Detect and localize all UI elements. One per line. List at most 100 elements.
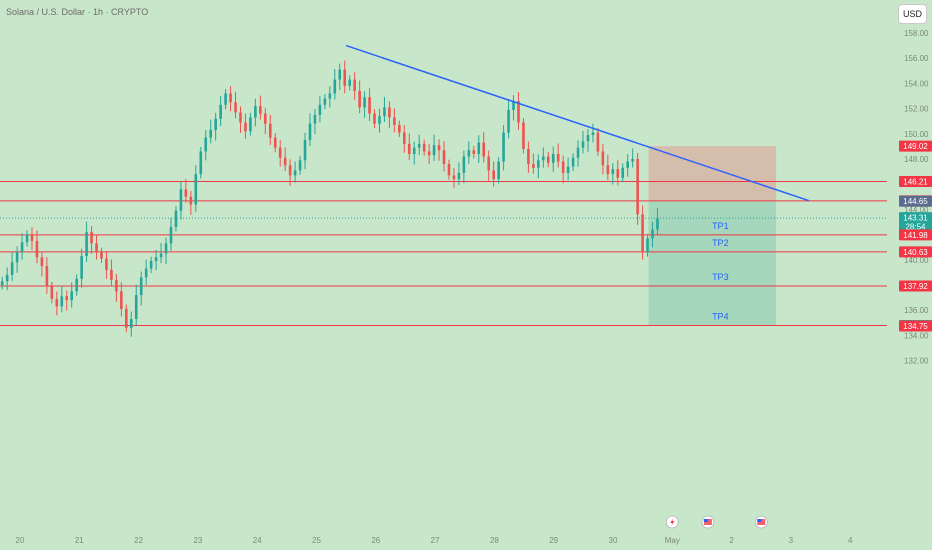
candle-body (209, 130, 213, 138)
x-tick-label: 30 (609, 536, 618, 545)
price-tag-label: 144.65 (903, 197, 928, 206)
candle-body (288, 165, 292, 176)
candle-body (343, 69, 347, 86)
candle-body (90, 232, 93, 244)
candle-body (283, 157, 287, 166)
candle-body (5, 274, 9, 282)
candle-body (373, 113, 376, 124)
candle-body (224, 93, 227, 105)
candle-body (110, 269, 113, 280)
x-tick-label: 2 (729, 536, 734, 545)
candle-body (154, 257, 158, 262)
flag-canton (757, 519, 762, 522)
candle-body (427, 151, 431, 156)
candle-body (512, 101, 515, 110)
candle-body (249, 117, 252, 132)
target-label: TP1 (712, 221, 729, 231)
y-tick-label: 144.00 (904, 205, 929, 214)
candle-body (179, 189, 183, 211)
candle-body (646, 238, 649, 253)
candle-body (442, 150, 446, 165)
candle-body (507, 109, 510, 133)
candle-body (308, 123, 312, 141)
candle-body (388, 107, 391, 118)
candle-body (50, 286, 54, 299)
candle-body (25, 234, 29, 243)
candle-body (194, 174, 198, 205)
stop-loss-zone (648, 146, 777, 202)
candle-body (189, 196, 193, 205)
x-tick-label: 26 (371, 536, 380, 545)
candle-body (115, 279, 118, 292)
candle-body (30, 234, 34, 241)
candle-body (105, 258, 108, 270)
candle-body (20, 242, 24, 253)
candle-body (522, 122, 525, 149)
candle-body (551, 153, 555, 163)
trendline (345, 44, 809, 202)
candle-body (129, 319, 133, 328)
candle-body (169, 227, 173, 244)
y-tick-label: 156.00 (904, 54, 929, 63)
price-tag-label: 143.31 (903, 214, 928, 223)
candle-body (537, 160, 540, 168)
candle-body (75, 278, 78, 292)
x-tick-label: 27 (431, 536, 440, 545)
candle-body (601, 151, 605, 166)
candle-body (239, 112, 242, 123)
candle-body (656, 218, 659, 230)
candle-body (80, 256, 83, 279)
candle-body (313, 114, 317, 124)
candle-body (348, 79, 351, 86)
candle-body (636, 159, 639, 215)
x-tick-label: 24 (253, 536, 262, 545)
candle-body (65, 296, 69, 301)
candle-body (383, 107, 386, 117)
candle-body (542, 156, 545, 161)
candle-body (616, 169, 620, 178)
candle-body (556, 153, 560, 162)
currency-button[interactable]: USD (898, 4, 927, 24)
candle-body (333, 79, 337, 94)
candle-body (437, 145, 441, 151)
candle-body (293, 170, 297, 176)
candle-body (571, 157, 575, 167)
candle-body (368, 97, 371, 114)
x-tick-label: 4 (848, 536, 853, 545)
take-profit-zone (648, 201, 777, 326)
candle-body (184, 189, 188, 197)
candle-body (492, 170, 495, 180)
candle-body (139, 277, 143, 296)
candle-body (403, 132, 406, 144)
x-tick-label: 25 (312, 536, 321, 545)
candle-body (532, 164, 535, 168)
candle-body (70, 291, 74, 301)
price-tag-countdown: 28:54 (905, 223, 926, 232)
price-tag-label: 149.02 (903, 142, 928, 151)
price-tag (899, 176, 932, 188)
target-label: TP3 (712, 272, 729, 282)
x-tick-label: 22 (134, 536, 143, 545)
price-tag-label: 141.98 (903, 231, 928, 240)
candle-body (576, 147, 580, 158)
price-tag-label: 140.63 (903, 248, 928, 257)
candle-body (144, 268, 148, 278)
y-tick-label: 150.00 (904, 130, 929, 139)
candle-body (35, 240, 39, 258)
y-tick-label: 140.00 (904, 256, 929, 265)
candle-body (100, 252, 103, 259)
candle-body (174, 210, 178, 228)
candle-body (219, 104, 222, 119)
candle-body (561, 161, 565, 173)
candle-body (591, 132, 595, 136)
candle-body (159, 253, 163, 258)
candle-body (328, 93, 332, 99)
candle-body (278, 147, 282, 158)
candle-body (586, 135, 590, 142)
price-tag-label: 146.21 (903, 178, 928, 187)
candle-body (398, 124, 401, 133)
price-tag (899, 195, 932, 207)
y-tick-label: 154.00 (904, 79, 929, 88)
candle-body (244, 122, 247, 132)
